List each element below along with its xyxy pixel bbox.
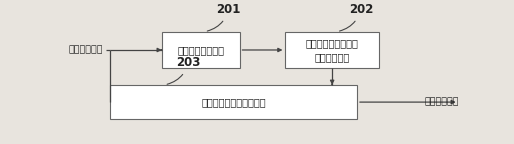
Text: 时域数字陷波滤波器单元: 时域数字陷波滤波器单元	[201, 97, 266, 107]
Text: 窄带干扰搜索单元: 窄带干扰搜索单元	[177, 45, 224, 55]
Text: 202: 202	[340, 3, 373, 31]
Text: 203: 203	[167, 56, 201, 84]
Bar	[110, 85, 357, 119]
Bar	[285, 32, 379, 68]
Text: 201: 201	[207, 3, 241, 31]
Text: 输入数字信号: 输入数字信号	[68, 46, 103, 54]
Text: 输出数字信号: 输出数字信号	[424, 98, 458, 107]
Bar	[162, 32, 240, 68]
Text: 时域数字陷波滤波器
系数产生单元: 时域数字陷波滤波器 系数产生单元	[306, 38, 359, 62]
